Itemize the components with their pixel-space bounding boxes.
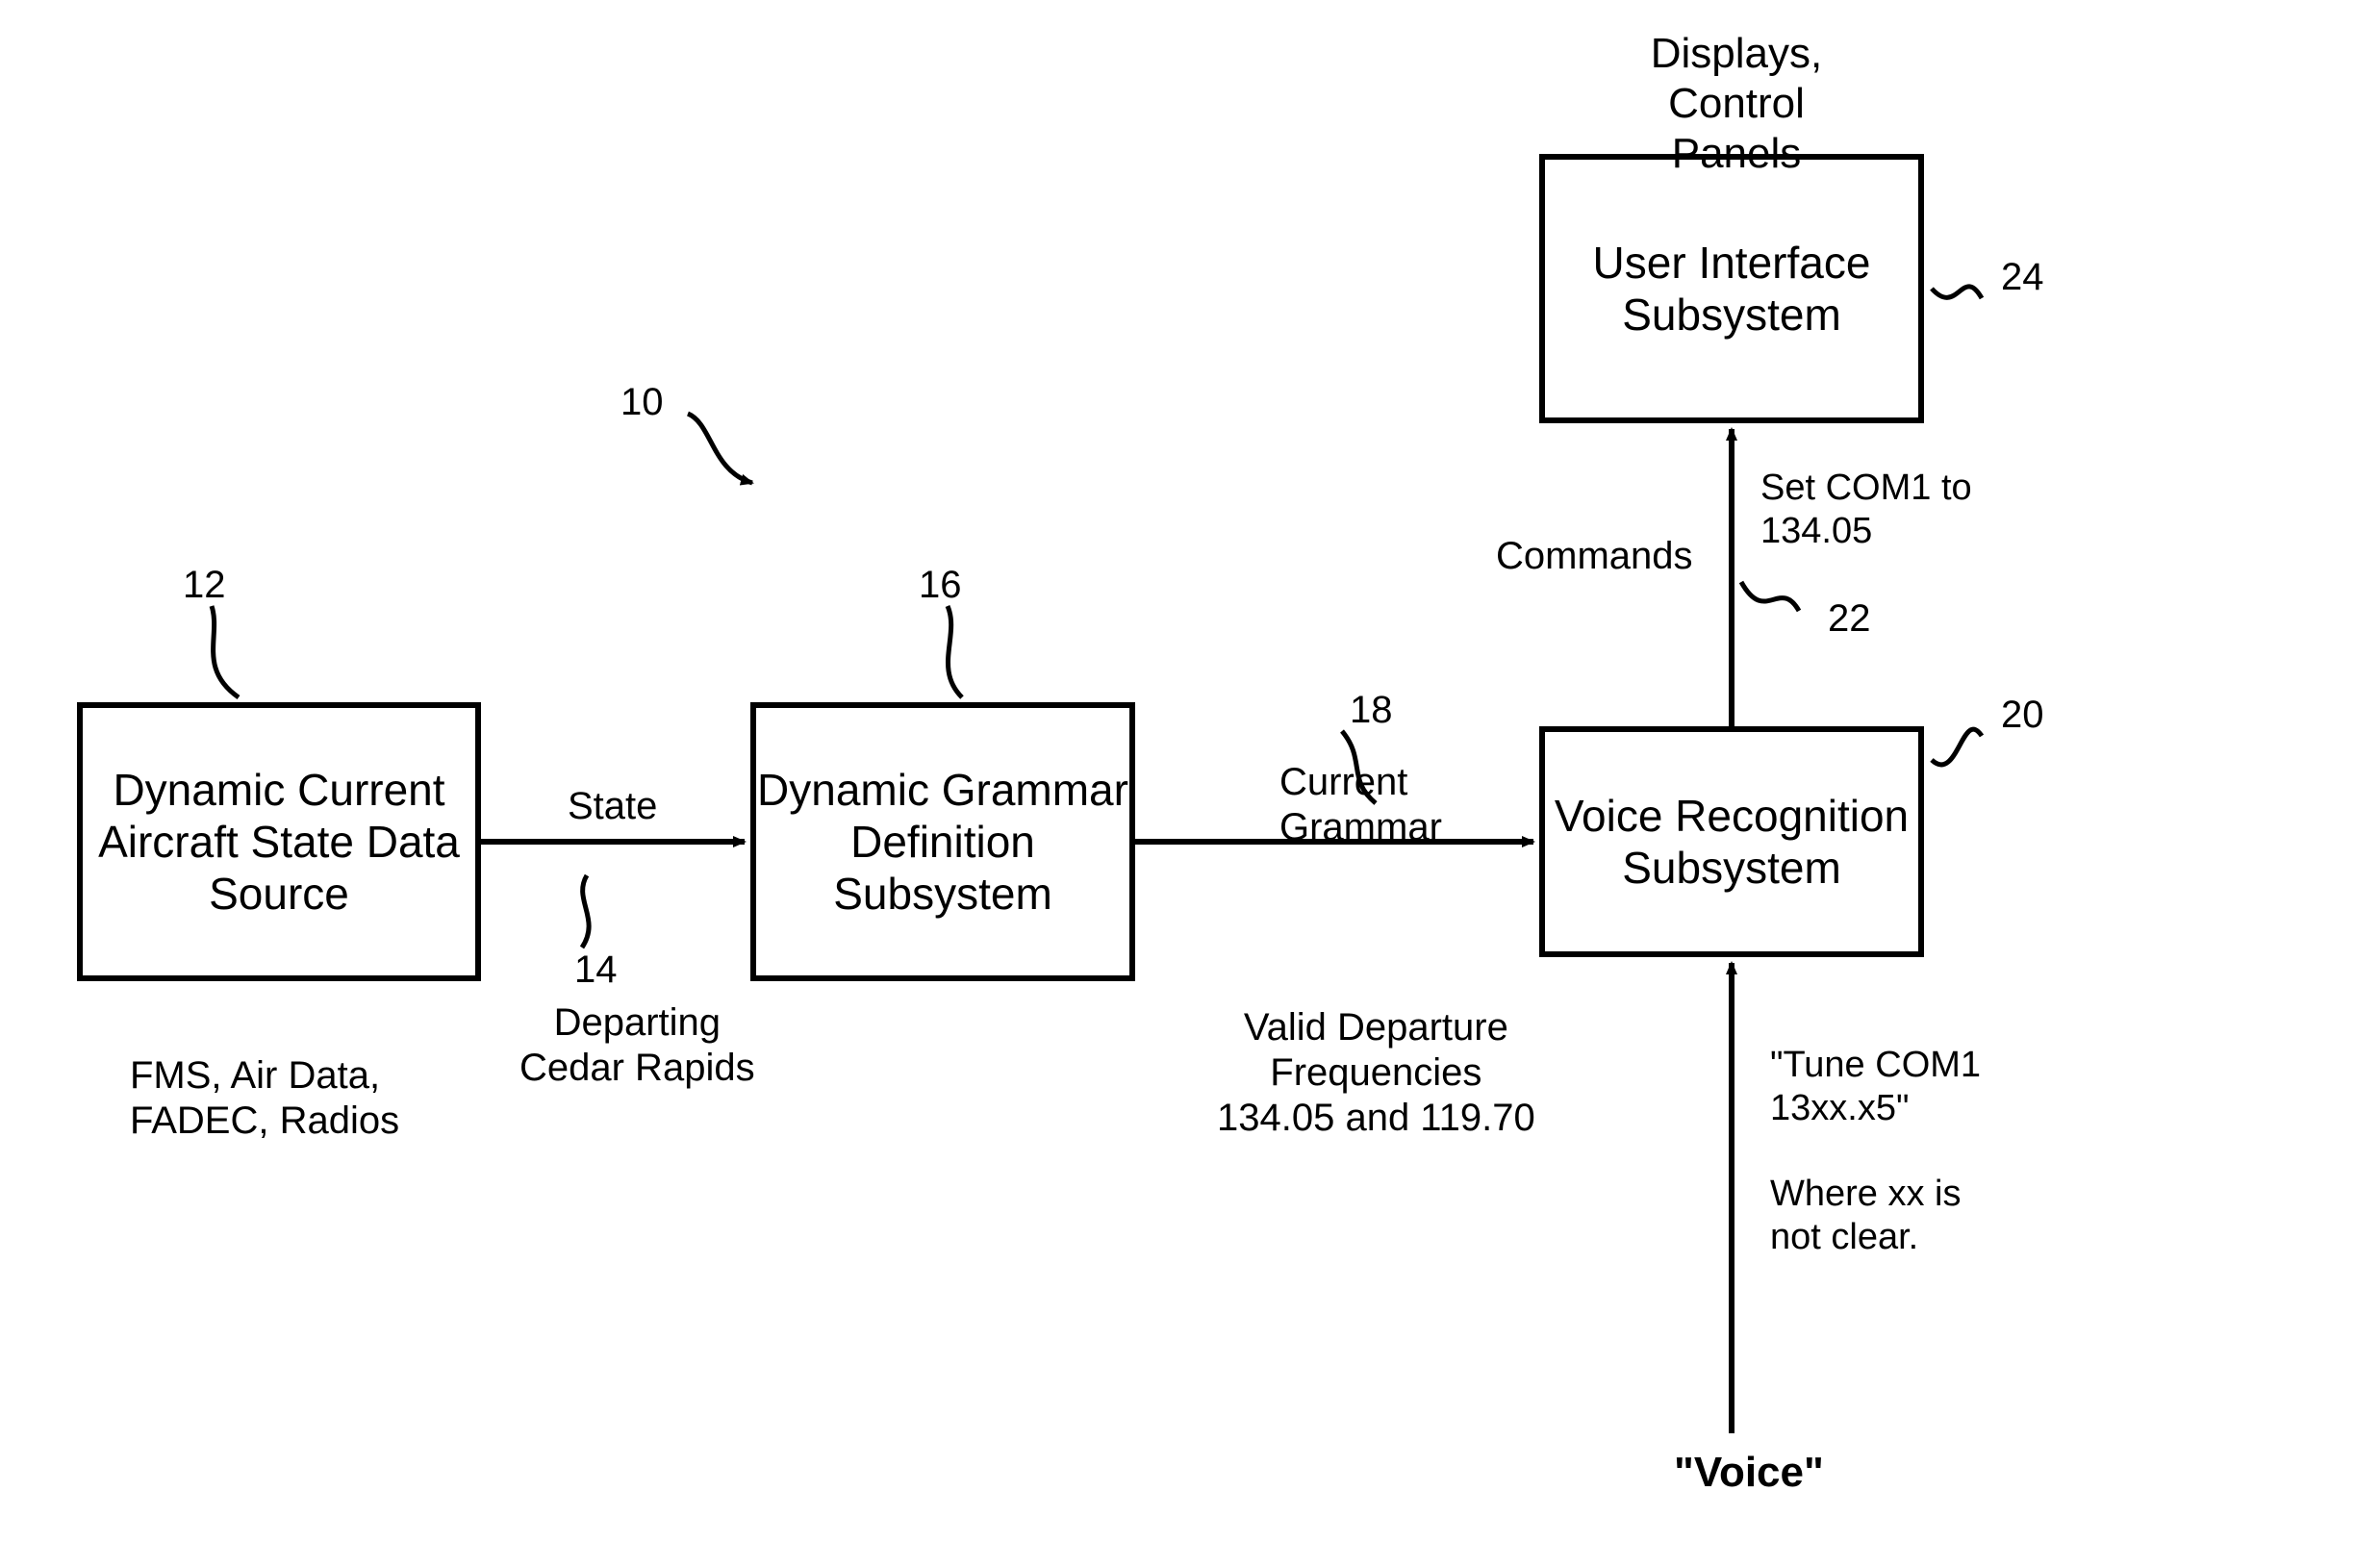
ref-24: 24 [2001,255,2044,300]
node-label: Dynamic Grammar Definition Subsystem [756,764,1129,921]
ref-20: 20 [2001,693,2044,738]
node-voice-recognition: Voice Recognition Subsystem [1539,726,1924,957]
ref-12: 12 [183,563,226,608]
edge-18-label-below: Valid Departure Frequencies 134.05 and 1… [1217,1005,1535,1142]
diagram-canvas: Dynamic Current Aircraft State Data Sour… [0,0,2380,1542]
squiggle-10 [688,414,752,483]
ref-16: 16 [919,563,962,608]
squiggle-24 [1932,287,1982,298]
edge-18-label-above: Current Grammar [1279,760,1442,850]
edge-22-ref: 22 [1828,596,1871,642]
squiggle-12 [212,606,239,697]
edge-14-label-below: Departing Cedar Rapids [519,1000,755,1091]
edge-22-label-left: Commands [1496,534,1693,579]
edge-14-ref: 14 [574,948,618,993]
edge-22-label-right: Set COM1 to 134.05 [1760,467,1972,553]
node-label: User Interface Subsystem [1545,237,1918,341]
squiggle-14 [582,875,589,948]
edge-18-ref: 18 [1350,688,1393,733]
annotation-fms: FMS, Air Data, FADEC, Radios [130,1053,399,1144]
ref-10: 10 [620,380,664,425]
node-user-interface: User Interface Subsystem [1539,154,1924,423]
edge-14-label-state: State [568,784,657,829]
squiggle-16 [948,606,962,697]
edge-voice-source: "Voice" [1674,1448,1824,1498]
squiggle-20 [1932,729,1982,765]
node-grammar-definition: Dynamic Grammar Definition Subsystem [750,702,1135,981]
node-label: Dynamic Current Aircraft State Data Sour… [83,764,475,921]
squiggle-22 [1741,582,1799,611]
node-aircraft-state-source: Dynamic Current Aircraft State Data Sour… [77,702,481,981]
edge-voice-side: "Tune COM1 13xx.x5" Where xx is not clea… [1770,1044,1981,1259]
node-label: Voice Recognition Subsystem [1545,790,1918,895]
annotation-displays: Displays, Control Panels [1611,29,1861,179]
